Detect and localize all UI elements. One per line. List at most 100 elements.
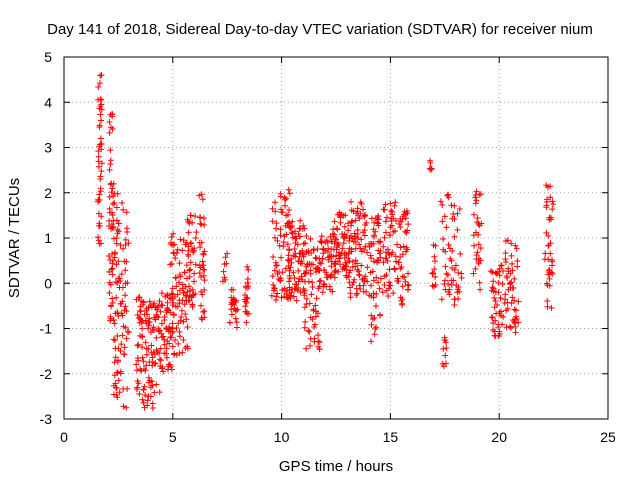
data-point (300, 240, 307, 247)
data-point (197, 214, 204, 221)
data-point (473, 252, 480, 259)
data-point (445, 241, 452, 248)
data-point (169, 343, 176, 350)
data-point (269, 218, 276, 225)
data-point (234, 324, 241, 331)
x-tick-label: 15 (383, 429, 399, 445)
data-point (171, 350, 178, 357)
data-point (389, 209, 396, 216)
data-point (352, 257, 359, 264)
data-point (279, 269, 286, 276)
data-point (363, 288, 370, 295)
y-tick-label: 4 (44, 94, 52, 110)
data-point (114, 309, 121, 316)
data-point (345, 249, 352, 256)
x-tick-label: 10 (274, 429, 290, 445)
data-point (222, 254, 229, 261)
data-point (117, 278, 124, 285)
data-point (313, 295, 320, 302)
data-point (361, 232, 368, 239)
data-point (98, 101, 105, 108)
data-point (120, 403, 127, 410)
data-point (454, 226, 461, 233)
data-point (340, 234, 347, 241)
data-point (172, 255, 179, 262)
data-point (145, 322, 152, 329)
data-point (98, 160, 105, 167)
data-point (107, 181, 114, 188)
data-point (95, 234, 102, 241)
data-point (451, 233, 458, 240)
data-point (391, 202, 398, 209)
data-point (508, 240, 515, 247)
data-point (122, 303, 129, 310)
data-point (380, 259, 387, 266)
data-point (443, 345, 450, 352)
data-point (98, 168, 105, 175)
data-point (546, 282, 553, 289)
data-point (311, 321, 318, 328)
data-point (514, 258, 521, 265)
data-point (245, 283, 252, 290)
data-point (358, 236, 365, 243)
data-point (169, 285, 176, 292)
data-point (357, 210, 364, 217)
data-point (348, 219, 355, 226)
data-point (291, 228, 298, 235)
data-point (286, 190, 293, 197)
data-point (182, 311, 189, 318)
data-point (179, 349, 186, 356)
data-point (135, 380, 142, 387)
data-point (544, 297, 551, 304)
data-point (284, 257, 291, 264)
data-point (357, 286, 364, 293)
data-point (287, 264, 294, 271)
data-point (284, 220, 291, 227)
data-point (367, 282, 374, 289)
data-point (386, 232, 393, 239)
data-point (295, 230, 302, 237)
data-point (133, 367, 140, 374)
data-point (306, 300, 313, 307)
data-point (139, 325, 146, 332)
data-point (193, 229, 200, 236)
data-point (107, 315, 114, 322)
data-point (198, 274, 205, 281)
data-point (513, 313, 520, 320)
data-point (115, 357, 122, 364)
data-point (352, 239, 359, 246)
data-point (161, 341, 168, 348)
data-point (295, 284, 302, 291)
data-point (115, 258, 122, 265)
data-point (495, 279, 502, 286)
data-point (187, 212, 194, 219)
x-tick-label: 25 (600, 429, 616, 445)
data-point (163, 350, 170, 357)
data-point (371, 331, 378, 338)
data-point (189, 303, 196, 310)
data-point (126, 329, 133, 336)
data-point (302, 319, 309, 326)
data-point (349, 218, 356, 225)
data-point (377, 238, 384, 245)
data-point (111, 199, 118, 206)
data-point (358, 262, 365, 269)
data-point (201, 286, 208, 293)
data-point (117, 368, 124, 375)
data-point (372, 302, 379, 309)
data-point (97, 141, 104, 148)
data-point (384, 246, 391, 253)
data-point (174, 246, 181, 253)
data-point (278, 254, 285, 261)
data-point (169, 328, 176, 335)
data-point (478, 220, 485, 227)
data-point (134, 342, 141, 349)
data-point (119, 298, 126, 305)
data-point (118, 271, 125, 278)
data-point (164, 299, 171, 306)
data-point (110, 180, 117, 187)
data-point (315, 285, 322, 292)
data-point (110, 336, 117, 343)
data-point (489, 269, 496, 276)
data-point (118, 300, 125, 307)
